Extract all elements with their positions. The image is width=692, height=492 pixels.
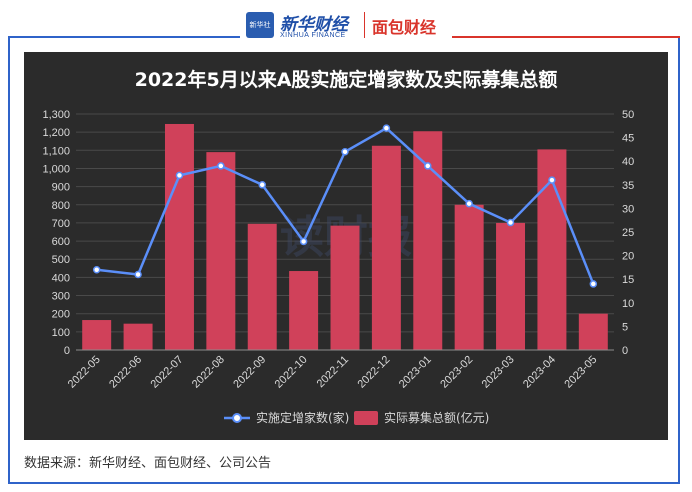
x-tick-label: 2023-02 [438, 354, 475, 391]
y-left-tick-label: 1,200 [42, 127, 70, 139]
y-left-tick-label: 200 [52, 309, 70, 321]
logo-divider [364, 12, 365, 38]
bar [82, 320, 112, 350]
bar [371, 145, 401, 350]
bar [247, 223, 277, 350]
y-right-tick-label: 15 [622, 274, 634, 286]
line-point [217, 162, 225, 170]
line-point [506, 218, 515, 227]
y-left-tick-label: 1,100 [42, 145, 70, 157]
x-tick-label: 2022-10 [273, 354, 310, 391]
xinhua-finance-logo: 新华财经 [280, 15, 348, 35]
x-tick-label: 2022-07 [149, 354, 186, 391]
bar [330, 225, 360, 350]
line-point [92, 266, 101, 274]
x-tick-label: 2022-05 [66, 354, 103, 391]
line-point [548, 176, 556, 184]
data-source-footer: 数据来源：新华财经、面包财经、公司公告 [24, 456, 272, 471]
y-left-tick-label: 100 [52, 327, 70, 339]
y-right-tick-label: 50 [622, 109, 634, 121]
y-right-tick-label: 30 [622, 203, 634, 215]
y-left-tick-label: 400 [52, 272, 70, 284]
line-point [465, 199, 473, 208]
x-tick-label: 2022-08 [190, 354, 227, 391]
y-right-tick-label: 20 [622, 251, 634, 263]
line-point [134, 270, 142, 279]
bar [206, 152, 236, 350]
line-point [382, 124, 391, 132]
line-point [258, 181, 266, 189]
x-tick-label: 2022-06 [107, 354, 144, 391]
legend-line-marker [232, 413, 242, 423]
y-left-tick-label: 1,300 [42, 109, 70, 121]
y-right-tick-label: 0 [622, 345, 628, 357]
y-left-tick-label: 500 [52, 254, 70, 266]
x-tick-label: 2023-01 [397, 354, 434, 391]
legend-label-bar: 实际募集总额(亿元) [384, 410, 489, 425]
xinhua-finance-logo-sub: XINHUA FINANCE [280, 32, 346, 39]
header-logos: 新华社 新华财经 XINHUA FINANCE 面包财经 [246, 10, 446, 46]
x-tick-label: 2023-05 [562, 354, 599, 391]
bar [496, 222, 526, 350]
legend-bar-swatch [354, 411, 378, 425]
y-left-tick-label: 300 [52, 291, 70, 303]
outer-frame [8, 36, 680, 484]
x-tick-label: 2022-09 [231, 354, 268, 391]
chart-title: 2022年5月以来A股实施定增家数及实际募集总额 [135, 68, 558, 91]
bar [123, 323, 153, 350]
y-right-tick-label: 25 [622, 227, 634, 239]
bar [164, 123, 194, 350]
line-point [424, 162, 432, 170]
x-tick-label: 2022-12 [355, 354, 392, 391]
y-left-tick-label: 900 [52, 182, 70, 194]
bar [454, 204, 484, 350]
line-point [341, 148, 349, 156]
line-point [589, 280, 598, 288]
y-left-tick-label: 1,000 [42, 163, 70, 175]
chart: 2022年5月以来A股实施定增家数及实际募集总额0100200300400500… [42, 68, 634, 425]
line-point [299, 237, 308, 246]
x-tick-label: 2022-11 [315, 354, 351, 390]
y-left-tick-label: 600 [52, 236, 70, 248]
y-right-tick-label: 5 [622, 321, 628, 333]
legend-label-line: 实施定增家数(家) [256, 410, 349, 425]
xinhua-badge-logo: 新华社 [246, 12, 274, 38]
frame-top-right-line [452, 36, 680, 38]
y-right-tick-label: 10 [622, 298, 634, 310]
x-tick-label: 2023-03 [480, 354, 517, 391]
y-right-tick-label: 40 [622, 156, 634, 168]
y-left-tick-label: 0 [64, 345, 70, 357]
bar [289, 271, 319, 350]
x-tick-label: 2023-04 [521, 354, 558, 391]
y-left-tick-label: 800 [52, 200, 70, 212]
mianbao-finance-logo: 面包财经 [372, 18, 437, 37]
line-point [175, 171, 184, 180]
bar [578, 313, 608, 350]
y-right-tick-label: 35 [622, 180, 634, 192]
frame-top-left-line [8, 36, 240, 38]
y-left-tick-label: 700 [52, 218, 70, 230]
y-right-tick-label: 45 [622, 133, 634, 145]
